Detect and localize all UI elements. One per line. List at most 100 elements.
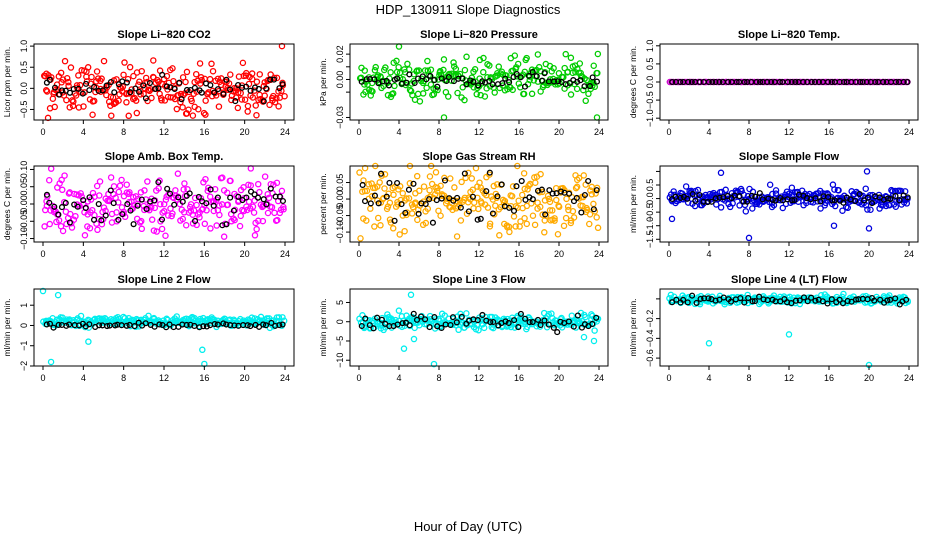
reference-point [505, 319, 512, 327]
data-point [182, 78, 189, 86]
reference-point [712, 195, 719, 202]
reference-point [677, 78, 684, 86]
y-tick-label: 0.10 [19, 161, 29, 179]
reference-point [716, 78, 723, 86]
reference-point [689, 292, 696, 299]
reference-point [712, 297, 719, 304]
x-tick-label: 16 [824, 127, 834, 137]
data-point [247, 182, 255, 189]
data-point [441, 312, 449, 319]
data-point [55, 217, 63, 224]
outlier-point [199, 346, 206, 354]
data-point [427, 66, 435, 73]
data-point [271, 209, 278, 217]
data-point [430, 91, 438, 98]
data-point [126, 63, 134, 71]
reference-point [255, 85, 262, 93]
data-point [191, 78, 198, 86]
x-tick-label: 4 [396, 127, 401, 137]
reference-point [829, 197, 836, 204]
data-point [239, 59, 247, 67]
data-point [414, 90, 422, 98]
reference-point [423, 76, 430, 83]
reference-point [419, 73, 426, 80]
x-tick-label: 20 [554, 373, 564, 383]
data-point [897, 187, 905, 195]
data-point [486, 223, 494, 230]
reference-point [399, 320, 406, 327]
reference-point [877, 296, 884, 303]
reference-point [705, 295, 712, 302]
x-tick-label: 24 [594, 373, 604, 383]
data-point [264, 209, 272, 217]
reference-point [506, 204, 513, 211]
reference-point [207, 186, 214, 193]
data-point [59, 76, 67, 83]
reference-point [769, 196, 776, 203]
data-point [242, 72, 250, 79]
y-tick-label: 0.00 [335, 190, 345, 208]
data-point [241, 96, 249, 103]
reference-point [166, 190, 174, 197]
reference-point [772, 197, 779, 204]
reference-point [557, 318, 564, 325]
reference-point [474, 216, 481, 223]
x-tick-label: 12 [784, 249, 794, 259]
x-tick-label: 24 [904, 127, 914, 137]
data-point [158, 225, 166, 233]
data-point [509, 183, 517, 190]
data-point [531, 221, 539, 229]
reference-point [43, 321, 50, 328]
data-point [59, 186, 66, 194]
data-point [90, 97, 98, 105]
reference-point [716, 194, 723, 201]
x-tick-label: 20 [554, 249, 564, 259]
reference-point [191, 217, 199, 224]
x-tick-label: 16 [514, 249, 524, 259]
data-point [433, 187, 441, 195]
data-point [407, 87, 415, 95]
data-point [261, 173, 269, 180]
data-point [89, 189, 97, 197]
reference-point [526, 319, 533, 326]
y-tick-label: −1.0 [645, 109, 655, 127]
reference-point [159, 71, 166, 78]
reference-point [590, 206, 597, 213]
data-point [179, 215, 187, 223]
reference-point [578, 209, 585, 216]
reference-point [367, 200, 374, 207]
reference-point [431, 77, 438, 84]
reference-point [704, 198, 711, 206]
data-point [521, 185, 528, 193]
x-tick-label: 16 [824, 249, 834, 259]
reference-point [756, 293, 763, 300]
data-point [588, 191, 595, 198]
panel-title: Slope Line 2 Flow [118, 274, 211, 286]
reference-point [510, 207, 518, 214]
data-point [412, 199, 419, 206]
data-point [202, 97, 209, 104]
reference-point [533, 73, 540, 80]
reference-point [457, 204, 464, 211]
outlier-point [580, 333, 588, 341]
data-point [490, 182, 498, 190]
data-point [172, 187, 179, 194]
reference-point [119, 211, 126, 218]
data-point [273, 179, 281, 187]
panel-title: Slope Li−820 Pressure [420, 29, 538, 41]
data-point [65, 82, 72, 90]
data-point [377, 222, 384, 229]
data-point [94, 226, 101, 234]
data-point [148, 216, 156, 223]
data-point [238, 96, 246, 103]
reference-point [427, 72, 434, 79]
data-point [58, 176, 65, 184]
reference-point [840, 199, 847, 206]
data-point [386, 199, 394, 207]
reference-point [422, 200, 429, 208]
reference-point [138, 196, 145, 203]
data-point [415, 67, 423, 74]
reference-point [175, 194, 182, 201]
reference-point [142, 320, 149, 327]
